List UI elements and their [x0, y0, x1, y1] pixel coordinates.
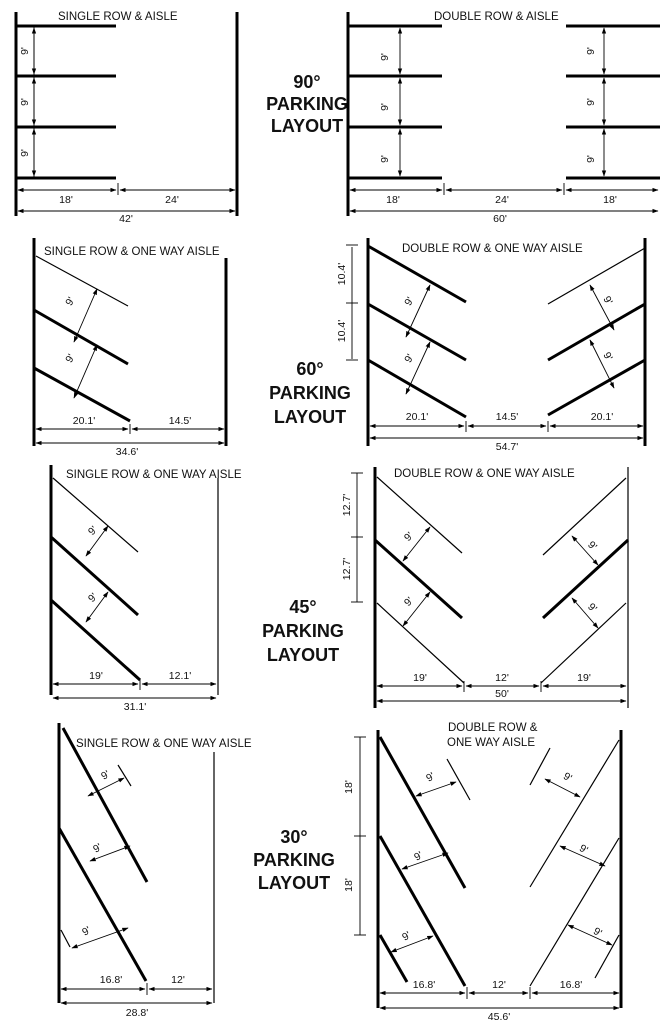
stall-width-label: 9' [402, 595, 416, 609]
stall-width-label: 9' [379, 103, 391, 111]
stall-width-label: 9' [86, 524, 100, 538]
stall-width-label: 9' [402, 295, 416, 308]
layout-60-label: 60° PARKING LAYOUT [269, 359, 351, 427]
stall-depth-label: 20.1' [406, 411, 428, 423]
stall-depth-label: 20.1' [591, 411, 613, 423]
layout-60-single-title: SINGLE ROW & ONE WAY AISLE [44, 246, 220, 258]
stall-width-label: 9' [402, 530, 416, 544]
layout-45-single-title: SINGLE ROW & ONE WAY AISLE [66, 469, 242, 481]
parking-label: PARKING [262, 621, 344, 641]
stall-depth-label: 16.8' [560, 979, 582, 991]
stall-width-label: 9' [86, 591, 100, 605]
curb-length-label: 10.4' [336, 263, 348, 285]
stall-width-label: 9' [424, 770, 437, 784]
stall-depth-label: 19' [89, 670, 103, 682]
stall-depth-label: 18' [59, 194, 73, 206]
stall-width-label: 9' [379, 53, 391, 61]
layout-45-single-row: SINGLE ROW & ONE WAY AISLE 9' 9' 19' 12.… [49, 465, 242, 713]
stall-width-label: 9' [80, 924, 93, 938]
parking-label: PARKING [266, 94, 348, 114]
layout-45-double-row: DOUBLE ROW & ONE WAY AISLE 12.7' 12.7' 9… [341, 467, 630, 708]
stall-width-label: 9' [585, 98, 597, 106]
curb-length-label: 18' [343, 780, 355, 794]
stall-width-label: 9' [19, 47, 31, 55]
stall-width-label: 9' [585, 155, 597, 163]
angle-label: 60° [296, 359, 323, 379]
layout-90-label: 90° PARKING LAYOUT [266, 72, 348, 136]
aisle-width-label: 12' [492, 979, 506, 991]
stall-width-label: 9' [561, 770, 574, 784]
total-width-label: 50' [495, 688, 509, 700]
layout-90-single-title: SINGLE ROW & AISLE [58, 11, 178, 23]
total-width-label: 42' [119, 213, 133, 225]
aisle-width-label: 12.1' [169, 670, 191, 682]
total-width-label: 45.6' [488, 1011, 510, 1023]
total-width-label: 31.1' [124, 701, 146, 713]
stall-width-label: 9' [600, 350, 614, 363]
layout-30-double-row: DOUBLE ROW & ONE WAY AISLE 18' 18' 9' 9'… [343, 722, 623, 1023]
layout-60-double-row: DOUBLE ROW & ONE WAY AISLE 10.4' 10.4' 9… [336, 238, 647, 453]
stall-width-label: 9' [63, 352, 77, 365]
parking-label: PARKING [253, 850, 335, 870]
layout-30-single-row: SINGLE ROW & ONE WAY AISLE 9' 9' 9' 16.8… [57, 723, 252, 1019]
angle-label: 30° [280, 827, 307, 847]
layout-90-single-row: SINGLE ROW & AISLE 9' 9' 9' 18' 24' 42' [14, 11, 239, 225]
layout-90-double-title: DOUBLE ROW & AISLE [434, 11, 559, 23]
stall-width-label: 9' [19, 98, 31, 106]
total-width-label: 28.8' [126, 1007, 148, 1019]
layout-30-label: 30° PARKING LAYOUT [253, 827, 335, 893]
stall-width-label: 9' [400, 929, 413, 943]
stall-width-label: 9' [585, 601, 599, 615]
stall-width-label: 9' [585, 539, 599, 553]
stall-width-label: 9' [63, 295, 77, 308]
parking-label: PARKING [269, 383, 351, 403]
stall-width-label: 9' [99, 768, 112, 782]
stall-width-label: 9' [600, 294, 614, 307]
curb-length-label: 12.7' [341, 494, 353, 516]
stall-width-label: 9' [591, 925, 604, 939]
curb-length-label: 12.7' [341, 558, 353, 580]
layout-label: LAYOUT [271, 116, 343, 136]
stall-depth-label: 16.8' [100, 974, 122, 986]
total-width-label: 54.7' [496, 441, 518, 453]
layout-label: LAYOUT [258, 873, 330, 893]
stall-width-label: 9' [19, 149, 31, 157]
stall-width-label: 9' [585, 47, 597, 55]
aisle-width-label: 12' [495, 672, 509, 684]
curb-length-label: 10.4' [336, 320, 348, 342]
stall-width-label: 9' [402, 352, 416, 365]
total-width-label: 34.6' [116, 446, 138, 458]
layout-90-double-row: DOUBLE ROW & AISLE 9' 9' 9' 9' 9' 9' 18'… [346, 11, 660, 225]
aisle-width-label: 24' [495, 194, 509, 206]
aisle-width-label: 14.5' [496, 411, 518, 423]
layout-30-double-title-line2: ONE WAY AISLE [447, 737, 535, 749]
stall-depth-label: 19' [577, 672, 591, 684]
layout-30-single-title: SINGLE ROW & ONE WAY AISLE [76, 738, 252, 750]
layout-45-double-title: DOUBLE ROW & ONE WAY AISLE [394, 468, 575, 480]
stall-width-label: 9' [379, 155, 391, 163]
layout-30-double-title-line1: DOUBLE ROW & [448, 722, 538, 734]
layout-60-single-row: SINGLE ROW & ONE WAY AISLE 9' 9' 20.1' 1… [32, 238, 228, 458]
angle-label: 90° [293, 72, 320, 92]
aisle-width-label: 14.5' [169, 415, 191, 427]
aisle-width-label: 24' [165, 194, 179, 206]
curb-length-label: 18' [343, 878, 355, 892]
stall-depth-label: 18' [603, 194, 617, 206]
stall-depth-label: 20.1' [73, 415, 95, 427]
stall-depth-label: 18' [386, 194, 400, 206]
stall-width-label: 9' [91, 841, 104, 855]
layout-label: LAYOUT [274, 407, 346, 427]
layout-label: LAYOUT [267, 645, 339, 665]
stall-depth-label: 19' [413, 672, 427, 684]
aisle-width-label: 12' [171, 974, 185, 986]
layout-45-label: 45° PARKING LAYOUT [262, 597, 344, 665]
layout-60-double-title: DOUBLE ROW & ONE WAY AISLE [402, 243, 583, 255]
total-width-label: 60' [493, 213, 507, 225]
angle-label: 45° [289, 597, 316, 617]
stall-depth-label: 16.8' [413, 979, 435, 991]
